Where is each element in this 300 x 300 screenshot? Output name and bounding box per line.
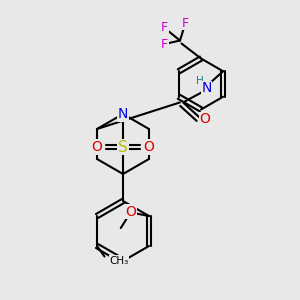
Text: F: F [161,38,168,51]
Text: F: F [182,16,189,30]
Text: O: O [125,205,136,218]
Text: O: O [199,112,210,126]
Text: N: N [201,81,212,95]
Text: S: S [118,140,128,154]
Text: N: N [118,107,128,121]
Text: O: O [92,140,102,154]
Text: H: H [196,76,204,86]
Text: O: O [144,140,154,154]
Text: CH₃: CH₃ [110,256,129,266]
Text: F: F [161,21,168,34]
